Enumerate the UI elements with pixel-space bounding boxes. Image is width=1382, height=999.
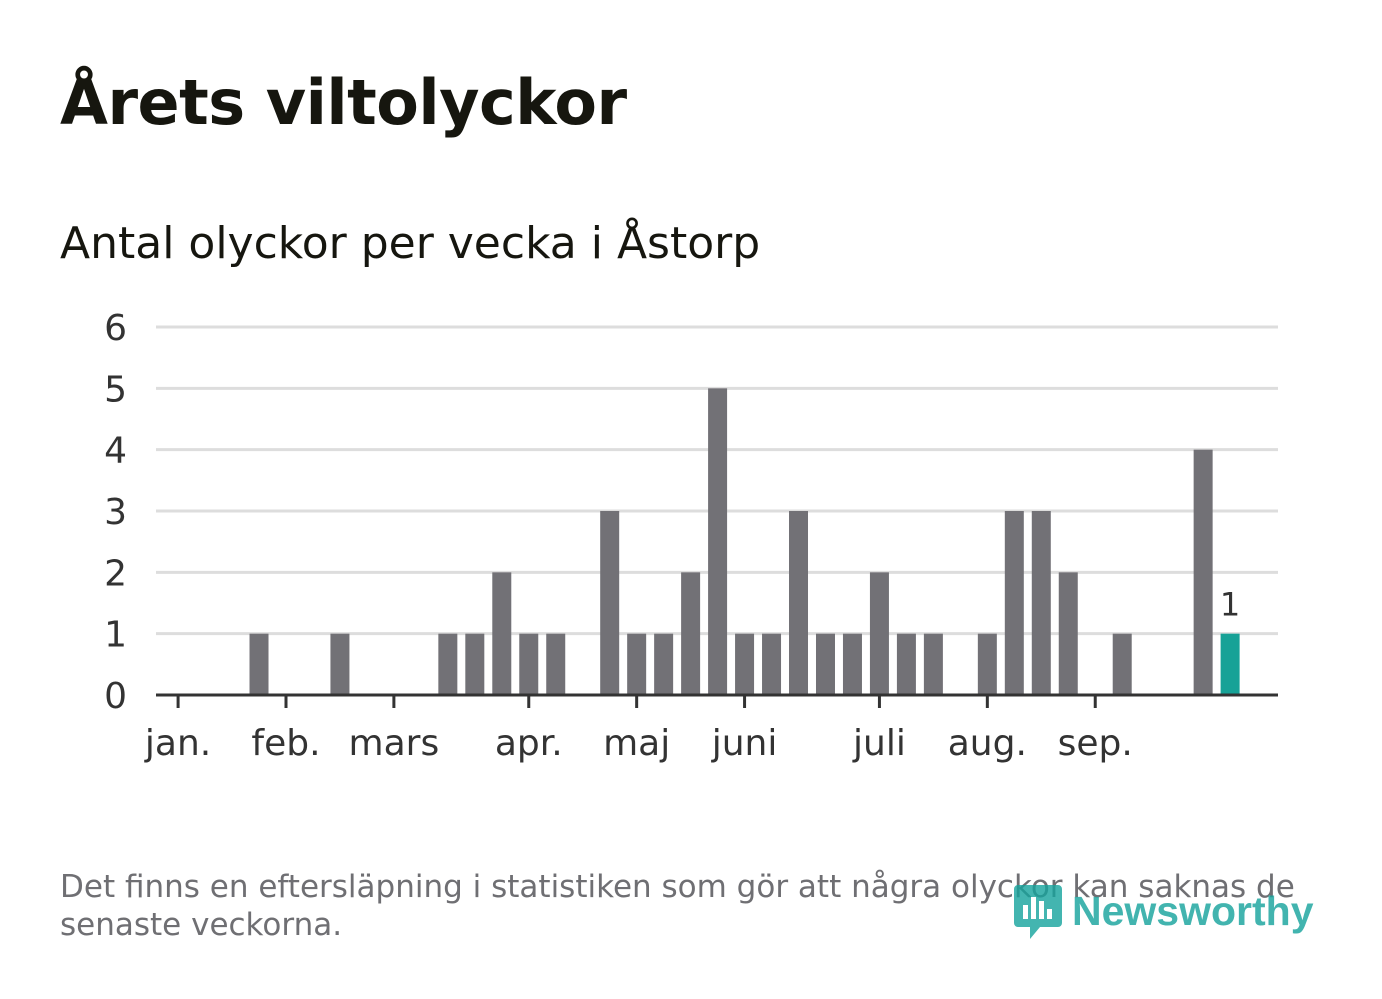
bar-week-11 <box>438 633 458 695</box>
bar-week-14 <box>519 633 539 695</box>
highlight-data-label: 1 <box>1220 586 1240 624</box>
bar-week-22 <box>735 633 755 695</box>
bar-week-26 <box>842 633 862 695</box>
bar-week-28 <box>896 633 916 695</box>
y-tick-label: 3 <box>104 492 127 533</box>
y-tick-label: 4 <box>104 431 127 472</box>
bar-week-15 <box>546 633 566 695</box>
bar-week-36 <box>1112 633 1132 695</box>
bar-week-39 <box>1193 449 1213 695</box>
x-axis <box>156 693 1278 708</box>
chart-title: Årets viltolyckor <box>60 66 627 139</box>
bars <box>249 388 1240 695</box>
y-axis-labels: 0 1 2 3 4 5 6 <box>104 308 127 717</box>
bar-week-12 <box>465 633 485 695</box>
bar-week-33 <box>1031 511 1051 695</box>
bar-week-34 <box>1058 572 1078 695</box>
bar-week-17 <box>600 511 620 695</box>
x-tick-label: sep. <box>1058 723 1133 764</box>
y-tick-label: 0 <box>104 676 127 717</box>
chart-subtitle: Antal olyckor per vecka i Åstorp <box>60 218 761 269</box>
bar-week-32 <box>1004 511 1024 695</box>
bar-week-4 <box>249 633 269 695</box>
x-axis-labels: jan. feb. mars apr. maj juni juli aug. sep. <box>144 723 1133 764</box>
newsworthy-logo-icon <box>1014 885 1062 939</box>
x-tick-label: jan. <box>144 723 211 764</box>
bar-week-25 <box>815 633 835 695</box>
x-tick-label: mars <box>349 723 440 764</box>
bar-week-18 <box>627 633 647 695</box>
bar-highlight-week-40 <box>1220 633 1240 695</box>
bar-week-13 <box>492 572 512 695</box>
x-tick-label: aug. <box>948 723 1027 764</box>
bar-week-24 <box>789 511 809 695</box>
x-tick-label: juli <box>852 723 906 764</box>
newsworthy-logo: Newsworthy <box>1012 880 1322 942</box>
logo-text: Newsworthy <box>1072 887 1314 934</box>
bar-week-19 <box>654 633 674 695</box>
x-tick-label: juni <box>711 723 778 764</box>
x-tick-label: apr. <box>495 723 563 764</box>
y-tick-label: 2 <box>104 553 127 594</box>
bar-week-23 <box>762 633 782 695</box>
x-tick-label: maj <box>603 723 670 764</box>
annotations: 1 <box>1220 586 1240 624</box>
y-tick-label: 5 <box>104 369 127 410</box>
bar-week-31 <box>977 633 997 695</box>
bar-week-7 <box>330 633 350 695</box>
bar-chart: 0 1 2 3 4 5 6 jan. feb. mars apr. maj juni juli aug. s… <box>104 308 1278 764</box>
bar-week-21 <box>708 388 728 695</box>
footnote: Det finns en eftersläpning i statistiken… <box>60 869 1295 943</box>
bar-week-20 <box>681 572 701 695</box>
bar-week-27 <box>869 572 889 695</box>
bar-week-29 <box>923 633 943 695</box>
y-tick-label: 6 <box>104 308 127 349</box>
y-tick-label: 1 <box>104 615 127 656</box>
x-tick-label: feb. <box>251 723 320 764</box>
